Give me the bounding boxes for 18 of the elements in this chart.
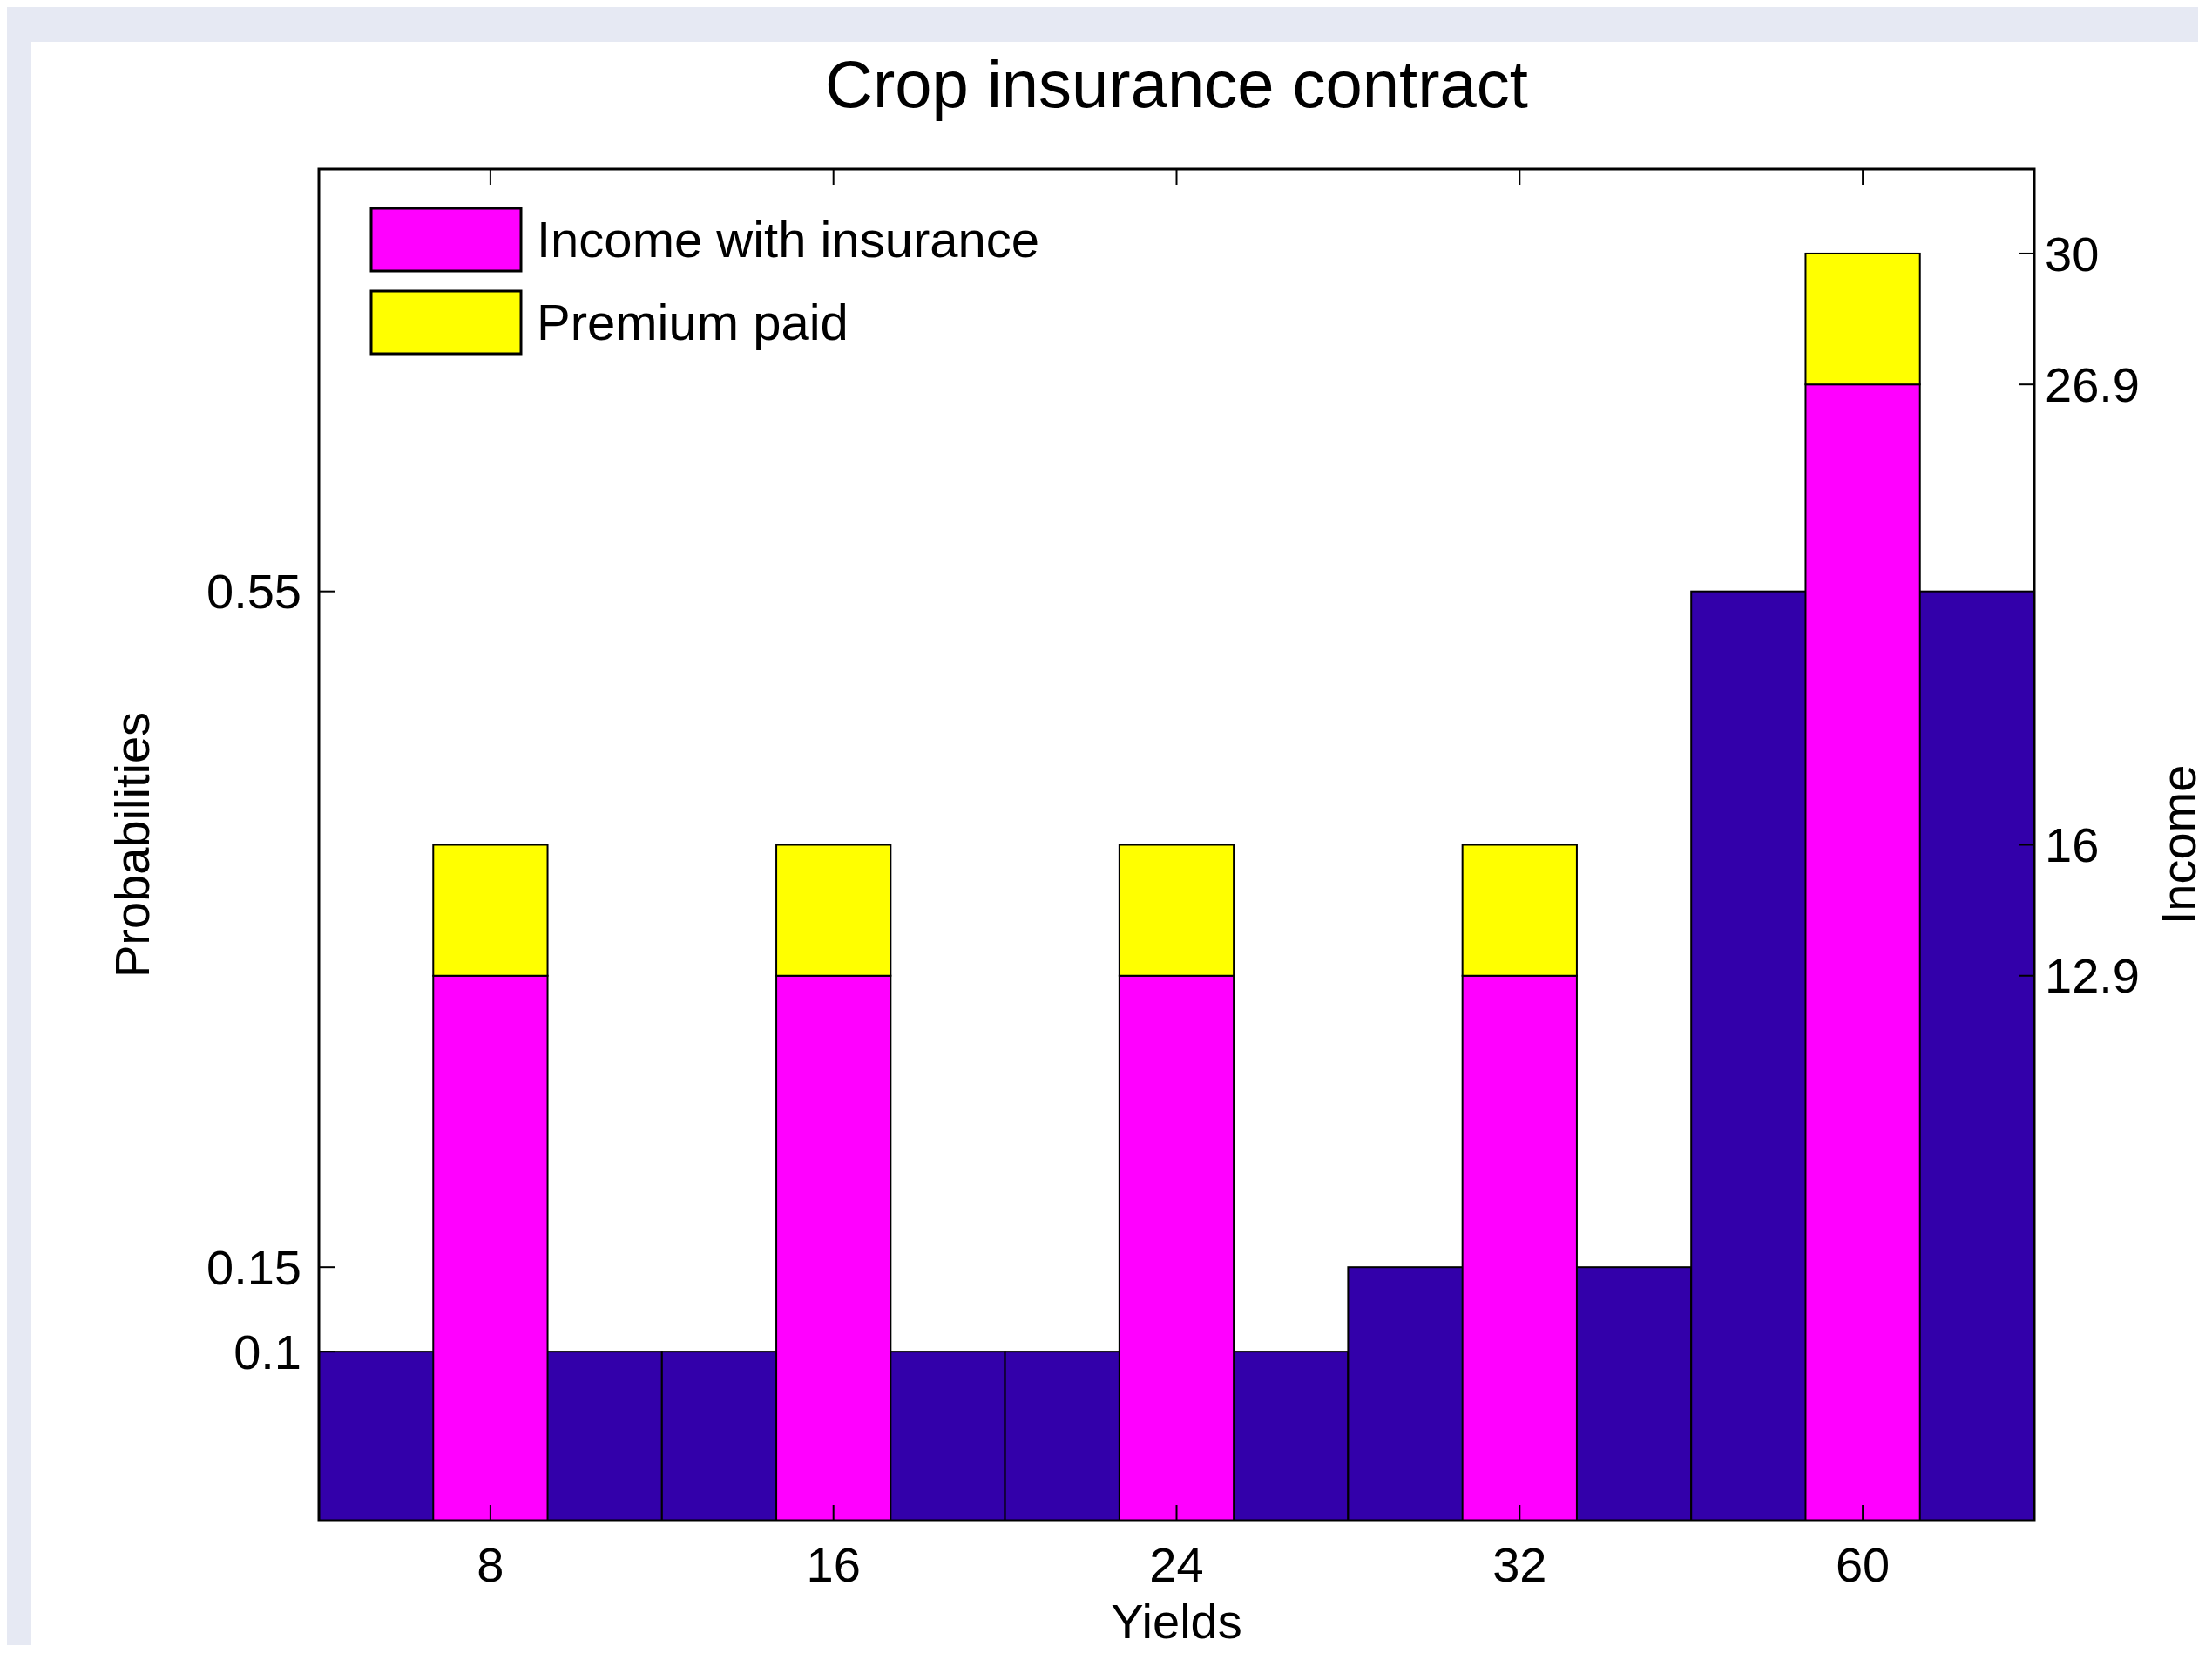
x-tick-label: 8 <box>477 1537 504 1592</box>
legend-label: Income with insurance <box>537 211 1040 268</box>
legend-label: Premium paid <box>537 294 849 351</box>
y2-tick-label: 30 <box>2045 226 2100 281</box>
chart-title: Crop insurance contract <box>825 47 1528 121</box>
x-tick-label: 60 <box>1835 1537 1891 1592</box>
x-tick-label: 24 <box>1149 1537 1204 1592</box>
x-tick-label: 32 <box>1492 1537 1547 1592</box>
y2-tick-label: 26.9 <box>2045 356 2140 412</box>
y-tick-label: 0.15 <box>206 1239 301 1295</box>
y2-axis-title: Income <box>2151 764 2206 925</box>
y2-tick-label: 16 <box>2045 817 2100 873</box>
y2-tick-label: 12.9 <box>2045 948 2140 1004</box>
x-axis-title: Yields <box>1111 1594 1242 1649</box>
y-tick-label: 0.55 <box>206 564 301 620</box>
x-tick-label: 16 <box>806 1537 861 1592</box>
y-axis-title: Probabilities <box>105 711 159 979</box>
y-tick-label: 0.1 <box>233 1324 301 1379</box>
